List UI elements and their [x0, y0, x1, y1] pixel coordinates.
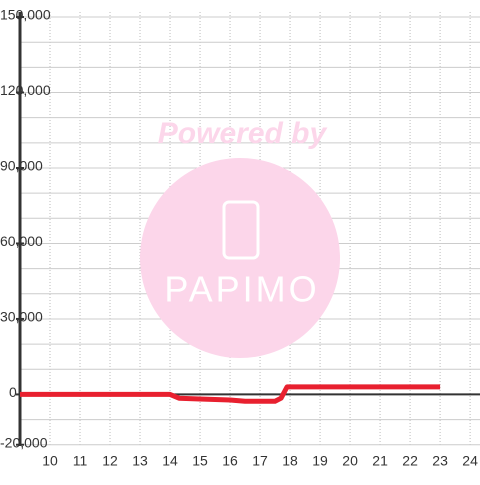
y-tick-label: 150,000: [0, 7, 51, 23]
x-tick-label: 15: [192, 453, 208, 469]
y-tick-label: 30,000: [0, 309, 43, 325]
x-tick-label: 18: [282, 453, 298, 469]
x-tick-label: 21: [372, 453, 388, 469]
y-tick-label: 120,000: [0, 82, 51, 98]
x-tick-label: 23: [432, 453, 448, 469]
watermark-phone: [222, 200, 260, 260]
x-tick-label: 11: [73, 453, 88, 469]
x-tick-label: 10: [42, 453, 58, 469]
watermark-logo: PAPIMO: [164, 269, 319, 310]
series-line: [20, 384, 441, 404]
x-tick-label: 19: [312, 453, 328, 469]
x-tick-label: 16: [222, 453, 238, 469]
x-tick-label: 13: [132, 453, 148, 469]
x-tick-label: 24: [462, 453, 478, 469]
y-tick-label: 60,000: [0, 233, 43, 249]
x-tick-label: 14: [162, 453, 178, 469]
x-tick-label: 12: [102, 453, 118, 469]
y-tick-label: -20,000: [0, 434, 48, 450]
x-tick-label: 20: [342, 453, 358, 469]
watermark-title: Powered by: [158, 117, 328, 150]
x-tick-label: 22: [402, 453, 418, 469]
y-tick-label: 90,000: [0, 158, 43, 174]
x-tick-label: 17: [252, 453, 268, 469]
y-tick-label: 0: [9, 384, 17, 400]
